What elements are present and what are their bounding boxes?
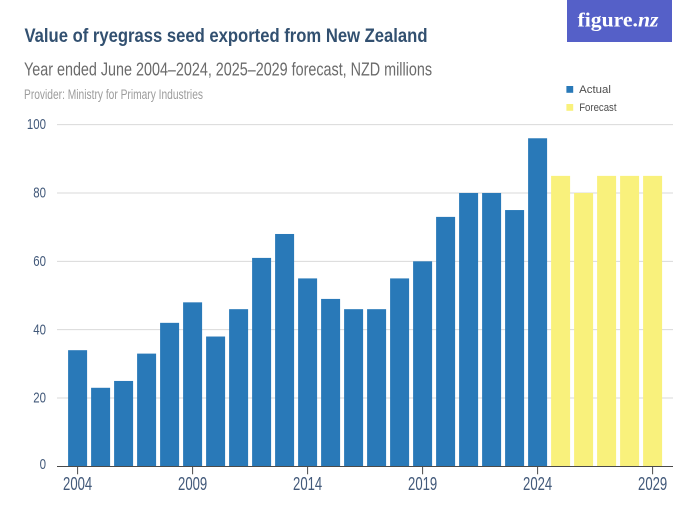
svg-text:40: 40 [33,321,46,338]
svg-text:Actual: Actual [579,84,611,96]
svg-text:20: 20 [33,390,46,407]
svg-text:Forecast: Forecast [579,102,616,114]
svg-text:Value of ryegrass seed exporte: Value of ryegrass seed exported from New… [25,26,428,47]
svg-text:60: 60 [33,253,46,270]
svg-text:Provider: Ministry for Primary: Provider: Ministry for Primary Industrie… [24,87,203,102]
svg-text:2024: 2024 [523,474,552,494]
svg-text:2014: 2014 [293,474,322,494]
svg-text:100: 100 [27,116,46,133]
svg-text:2019: 2019 [408,474,437,494]
svg-text:2004: 2004 [63,474,92,494]
svg-text:2029: 2029 [638,474,667,494]
svg-text:Year ended June 2004–2024, 202: Year ended June 2004–2024, 2025–2029 for… [24,59,432,79]
svg-text:2009: 2009 [178,474,207,494]
svg-text:0: 0 [40,456,46,473]
svg-text:figure.nz: figure. nz [578,10,659,32]
svg-text:80: 80 [33,185,46,202]
